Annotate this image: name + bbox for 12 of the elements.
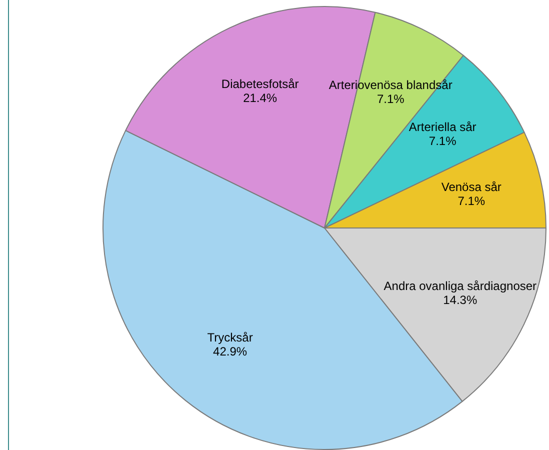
slice-label: Diabetesfotsår <box>221 77 299 92</box>
data-label: 7.1% <box>376 92 405 106</box>
slice-label: Trycksår <box>207 330 253 345</box>
data-label: 21.4% <box>243 91 278 106</box>
data-label: 14.3% <box>443 292 478 307</box>
data-label: 7.1% <box>428 134 457 148</box>
data-label: 42.9% <box>213 344 248 359</box>
slice-label: Venösa sår <box>441 180 502 194</box>
slice-label: Andra ovanliga sårdiagnoser <box>384 278 537 293</box>
slice-label: Arteriovenösa blandsår <box>328 78 452 92</box>
data-label: 7.1% <box>458 194 486 208</box>
slice-label: Arteriella sår <box>408 120 476 134</box>
